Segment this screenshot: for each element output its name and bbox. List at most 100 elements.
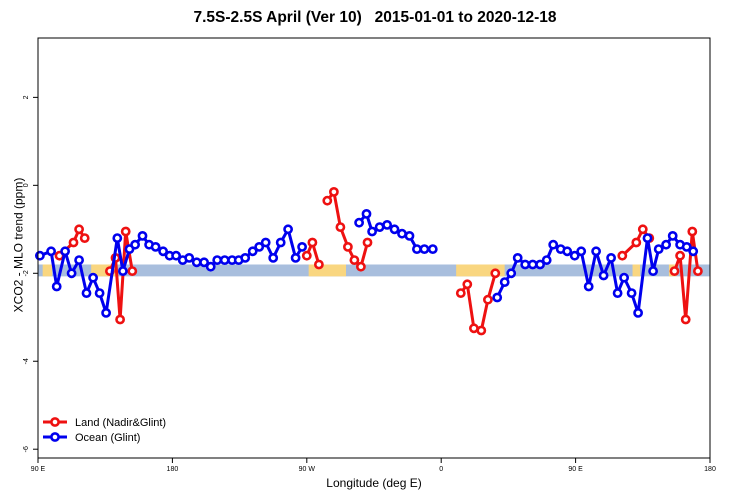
legend-entry: Ocean (Glint) bbox=[43, 432, 140, 444]
data-point bbox=[591, 246, 601, 257]
data-point bbox=[520, 259, 531, 270]
band-land bbox=[456, 264, 505, 277]
data-point bbox=[88, 272, 98, 283]
data-point bbox=[490, 268, 501, 279]
data-point bbox=[661, 239, 671, 250]
data-point bbox=[455, 288, 466, 298]
data-point bbox=[642, 233, 653, 243]
data-point bbox=[389, 224, 400, 235]
data-point bbox=[120, 226, 131, 237]
data-point bbox=[669, 266, 680, 276]
data-point bbox=[653, 244, 664, 254]
data-point bbox=[361, 208, 372, 219]
plot-frame bbox=[37, 37, 711, 459]
data-point bbox=[328, 186, 339, 197]
data-point bbox=[482, 294, 493, 305]
data-point bbox=[680, 314, 691, 325]
data-point bbox=[355, 261, 366, 272]
legend-label: Ocean (Glint) bbox=[75, 432, 140, 444]
data-point bbox=[283, 224, 293, 235]
data-point bbox=[199, 257, 209, 268]
data-point bbox=[667, 230, 678, 241]
data-point bbox=[576, 246, 587, 257]
data-point bbox=[171, 250, 181, 261]
data-point bbox=[693, 266, 703, 276]
data-point bbox=[687, 226, 698, 237]
data-point bbox=[60, 246, 70, 257]
data-point bbox=[74, 224, 84, 235]
data-point bbox=[548, 239, 559, 250]
data-point bbox=[66, 268, 77, 279]
band-land bbox=[42, 264, 52, 277]
x-tick-label: 90 E bbox=[568, 466, 583, 473]
data-point bbox=[583, 281, 594, 292]
data-point bbox=[112, 233, 123, 243]
data-point bbox=[648, 266, 658, 276]
data-point bbox=[617, 250, 628, 261]
y-tick-label: -4 bbox=[23, 358, 30, 364]
data-point bbox=[35, 250, 45, 261]
data-point bbox=[427, 244, 438, 254]
series-ocean bbox=[35, 208, 699, 318]
y-tick-label: -6 bbox=[23, 446, 30, 452]
y-tick-label: 0 bbox=[23, 183, 30, 187]
data-point bbox=[619, 272, 629, 283]
data-point bbox=[240, 252, 251, 263]
legend-marker bbox=[50, 417, 60, 427]
data-point bbox=[297, 241, 307, 252]
data-point bbox=[462, 279, 473, 290]
data-point bbox=[68, 237, 79, 248]
data-point bbox=[79, 233, 90, 243]
data-point bbox=[569, 250, 580, 261]
data-point bbox=[404, 230, 415, 241]
data-point bbox=[247, 246, 258, 257]
data-point bbox=[268, 252, 279, 263]
data-point bbox=[688, 246, 699, 257]
data-point bbox=[205, 261, 216, 272]
data-point bbox=[349, 255, 360, 265]
data-point bbox=[637, 224, 648, 235]
data-point bbox=[419, 244, 430, 254]
data-point bbox=[254, 241, 265, 252]
data-point bbox=[681, 241, 692, 252]
data-point bbox=[150, 241, 161, 252]
data-point bbox=[397, 228, 407, 239]
data-point bbox=[354, 217, 364, 228]
data-point bbox=[74, 255, 84, 265]
data-point bbox=[562, 246, 573, 257]
data-point bbox=[275, 237, 286, 248]
data-point bbox=[313, 259, 324, 270]
x-tick-label: 180 bbox=[167, 466, 179, 473]
y-tick-label: -2 bbox=[23, 270, 30, 276]
data-point bbox=[612, 288, 623, 298]
data-point bbox=[118, 266, 128, 276]
data-point bbox=[476, 325, 487, 336]
data-point bbox=[137, 230, 148, 241]
series-layer bbox=[35, 186, 703, 336]
data-point bbox=[101, 307, 111, 318]
band-land bbox=[632, 264, 640, 277]
x-tick-label: 90 W bbox=[299, 466, 316, 473]
data-point bbox=[51, 281, 62, 292]
data-point bbox=[606, 252, 616, 263]
reference-band bbox=[38, 264, 710, 277]
band-ocean bbox=[38, 264, 710, 277]
data-point bbox=[260, 237, 271, 248]
data-point bbox=[411, 244, 422, 254]
legend-entry: Land (Nadir&Glint) bbox=[43, 417, 166, 429]
data-point bbox=[301, 250, 312, 261]
x-tick-label: 90 E bbox=[31, 466, 46, 473]
data-point bbox=[184, 252, 195, 263]
data-point bbox=[322, 195, 333, 206]
series-line bbox=[326, 190, 369, 269]
legend-marker bbox=[50, 432, 60, 442]
data-point bbox=[675, 250, 685, 261]
data-point bbox=[374, 222, 385, 232]
data-point bbox=[492, 292, 503, 303]
band-land bbox=[91, 264, 118, 277]
chart-title: 7.5S-2.5S April (Ver 10) 2015-01-01 to 2… bbox=[193, 9, 557, 26]
data-point bbox=[541, 255, 552, 265]
data-point bbox=[115, 314, 125, 325]
data-point bbox=[81, 288, 92, 298]
